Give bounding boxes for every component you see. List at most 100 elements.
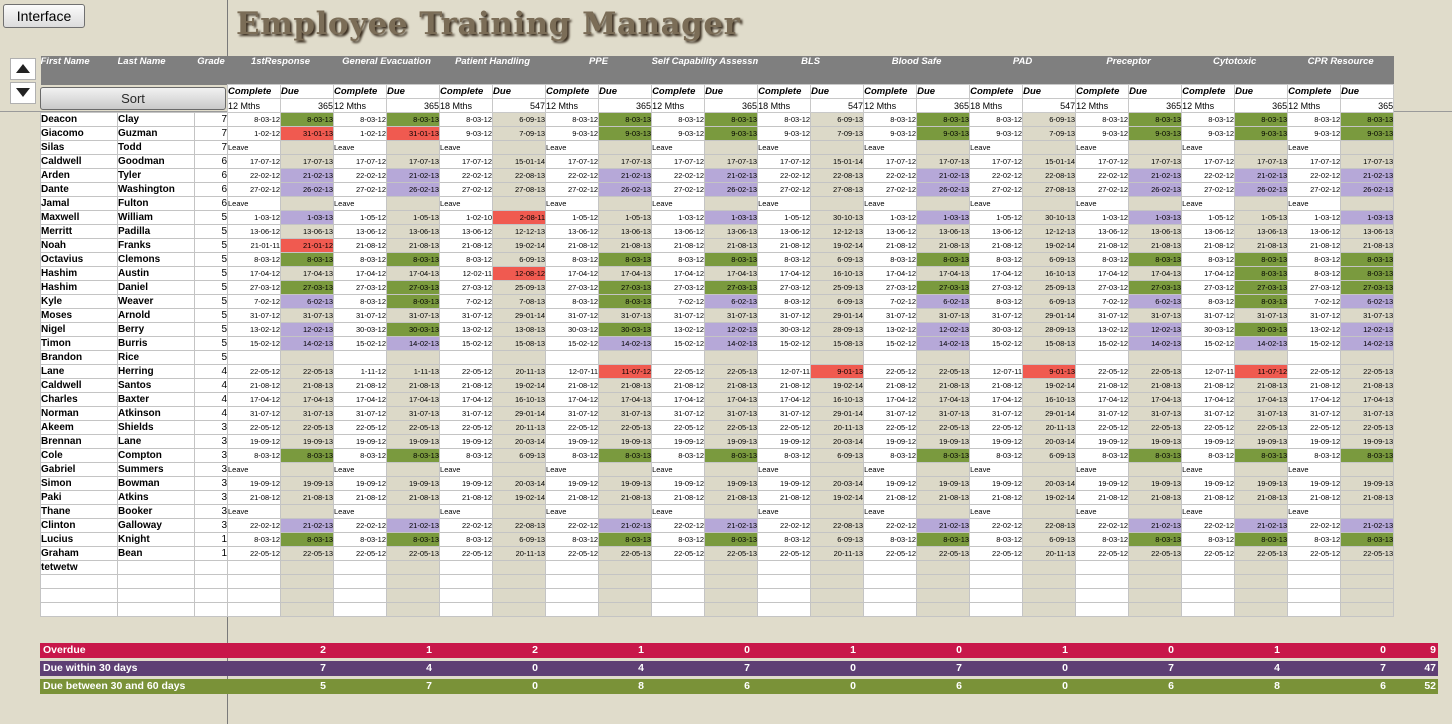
last-name-cell[interactable]: Galloway <box>117 518 195 533</box>
last-name-cell[interactable]: Atkins <box>117 490 195 505</box>
complete-date-cell[interactable]: 19-09-12 <box>227 476 281 491</box>
due-date-cell[interactable] <box>810 350 865 365</box>
due-date-cell[interactable] <box>810 140 865 155</box>
last-name-cell[interactable]: Burris <box>117 336 195 351</box>
empty-cell[interactable] <box>1181 602 1236 617</box>
complete-date-cell[interactable]: 17-04-12 <box>333 266 388 281</box>
complete-date-cell[interactable]: Leave <box>1287 140 1342 155</box>
due-date-cell[interactable]: 31-07-13 <box>1234 406 1289 421</box>
due-date-cell[interactable]: 6-09-13 <box>492 448 547 463</box>
complete-date-cell[interactable]: Leave <box>545 504 600 519</box>
complete-date-cell[interactable]: 22-05-12 <box>1075 364 1130 379</box>
complete-date-cell[interactable]: 15-02-12 <box>1287 336 1342 351</box>
complete-date-cell[interactable]: 17-04-12 <box>439 392 494 407</box>
empty-cell[interactable] <box>333 588 388 603</box>
complete-date-cell[interactable] <box>1181 560 1236 575</box>
complete-date-cell[interactable]: 21-08-12 <box>969 490 1024 505</box>
due-date-cell[interactable]: 20-11-13 <box>810 546 865 561</box>
due-date-cell[interactable]: 21-08-13 <box>704 490 759 505</box>
grade-cell[interactable]: 6 <box>194 196 228 211</box>
due-date-cell[interactable]: 21-08-13 <box>598 238 653 253</box>
due-date-cell[interactable]: 22-05-13 <box>704 546 759 561</box>
complete-date-cell[interactable]: Leave <box>757 140 812 155</box>
due-date-cell[interactable]: 17-07-13 <box>598 154 653 169</box>
complete-date-cell[interactable]: 1-03-12 <box>863 210 918 225</box>
due-date-cell[interactable]: 21-08-13 <box>1128 238 1183 253</box>
due-date-cell[interactable]: 25-09-13 <box>1022 280 1077 295</box>
due-date-cell[interactable]: 15-01-14 <box>1022 154 1077 169</box>
complete-date-cell[interactable] <box>545 560 600 575</box>
complete-date-cell[interactable]: Leave <box>863 462 918 477</box>
complete-date-cell[interactable]: 13-06-12 <box>1287 224 1342 239</box>
complete-date-cell[interactable]: 8-03-12 <box>651 448 706 463</box>
complete-date-cell[interactable]: 8-03-12 <box>1181 252 1236 267</box>
complete-date-cell[interactable]: 13-06-12 <box>1075 224 1130 239</box>
first-name-cell[interactable]: Arden <box>40 168 118 183</box>
complete-date-cell[interactable]: 17-07-12 <box>333 154 388 169</box>
due-date-cell[interactable]: 31-01-13 <box>386 126 441 141</box>
due-date-cell[interactable]: 21-08-13 <box>1234 238 1289 253</box>
complete-date-cell[interactable]: 17-04-12 <box>969 392 1024 407</box>
due-date-cell[interactable]: 12-02-13 <box>1128 322 1183 337</box>
empty-cell[interactable] <box>386 588 441 603</box>
complete-date-cell[interactable]: 9-03-12 <box>651 126 706 141</box>
first-name-cell[interactable]: Nigel <box>40 322 118 337</box>
due-date-cell[interactable]: 31-07-13 <box>279 406 335 421</box>
complete-date-cell[interactable]: 17-04-12 <box>969 266 1024 281</box>
due-date-cell[interactable]: 21-02-13 <box>1128 168 1183 183</box>
due-date-cell[interactable]: 20-03-14 <box>1022 434 1077 449</box>
due-date-cell[interactable] <box>810 504 865 519</box>
complete-date-cell[interactable] <box>1075 560 1130 575</box>
complete-date-cell[interactable]: 8-03-12 <box>439 252 494 267</box>
complete-date-cell[interactable]: Leave <box>969 462 1024 477</box>
due-date-cell[interactable]: 14-02-13 <box>1340 336 1395 351</box>
due-date-cell[interactable] <box>492 504 547 519</box>
empty-cell[interactable] <box>916 588 971 603</box>
complete-date-cell[interactable]: 31-07-12 <box>333 406 388 421</box>
due-date-cell[interactable]: 21-08-13 <box>598 490 653 505</box>
last-name-cell[interactable]: Goodman <box>117 154 195 169</box>
empty-cell[interactable] <box>40 588 118 603</box>
grade-cell[interactable]: 5 <box>194 224 228 239</box>
due-date-cell[interactable]: 31-07-13 <box>1340 308 1395 323</box>
due-date-cell[interactable] <box>1128 504 1183 519</box>
due-date-cell[interactable] <box>1234 504 1289 519</box>
due-date-cell[interactable]: 21-02-13 <box>1234 168 1289 183</box>
due-date-cell[interactable]: 6-09-13 <box>810 252 865 267</box>
last-name-cell[interactable]: Santos <box>117 378 195 393</box>
complete-date-cell[interactable]: 15-02-12 <box>757 336 812 351</box>
complete-date-cell[interactable]: Leave <box>227 196 281 211</box>
complete-date-cell[interactable]: 22-05-12 <box>333 546 388 561</box>
complete-date-cell[interactable] <box>969 350 1024 365</box>
complete-date-cell[interactable]: 12-07-11 <box>757 364 812 379</box>
complete-date-cell[interactable]: 9-03-12 <box>545 126 600 141</box>
due-date-cell[interactable]: 8-03-13 <box>916 448 971 463</box>
due-date-cell[interactable]: 21-08-13 <box>1234 490 1289 505</box>
grade-cell[interactable]: 3 <box>194 448 228 463</box>
grade-cell[interactable]: 5 <box>194 350 228 365</box>
complete-date-cell[interactable]: 13-06-12 <box>651 224 706 239</box>
empty-cell[interactable] <box>227 588 281 603</box>
empty-cell[interactable] <box>651 602 706 617</box>
due-date-cell[interactable]: 29-01-14 <box>810 406 865 421</box>
due-date-cell[interactable]: 19-09-13 <box>1234 476 1289 491</box>
due-date-cell[interactable]: 6-02-13 <box>916 294 971 309</box>
complete-date-cell[interactable]: 8-03-12 <box>757 448 812 463</box>
last-name-cell[interactable]: Padilla <box>117 224 195 239</box>
empty-cell[interactable] <box>1287 574 1342 589</box>
complete-date-cell[interactable]: 8-03-12 <box>545 448 600 463</box>
complete-date-cell[interactable] <box>757 560 812 575</box>
empty-cell[interactable] <box>492 588 547 603</box>
complete-date-cell[interactable] <box>651 560 706 575</box>
complete-date-cell[interactable]: Leave <box>1287 196 1342 211</box>
complete-date-cell[interactable]: Leave <box>863 196 918 211</box>
due-date-cell[interactable]: 6-02-13 <box>1128 294 1183 309</box>
complete-date-cell[interactable]: 27-02-12 <box>969 182 1024 197</box>
due-date-cell[interactable]: 11-07-12 <box>598 364 653 379</box>
due-date-cell[interactable]: 6-09-13 <box>810 532 865 547</box>
complete-date-cell[interactable]: 31-07-12 <box>1287 308 1342 323</box>
complete-date-cell[interactable]: 31-07-12 <box>757 308 812 323</box>
due-date-cell[interactable]: 12-02-13 <box>916 322 971 337</box>
due-date-cell[interactable]: 1-03-13 <box>704 210 759 225</box>
due-date-cell[interactable]: 8-03-13 <box>704 252 759 267</box>
